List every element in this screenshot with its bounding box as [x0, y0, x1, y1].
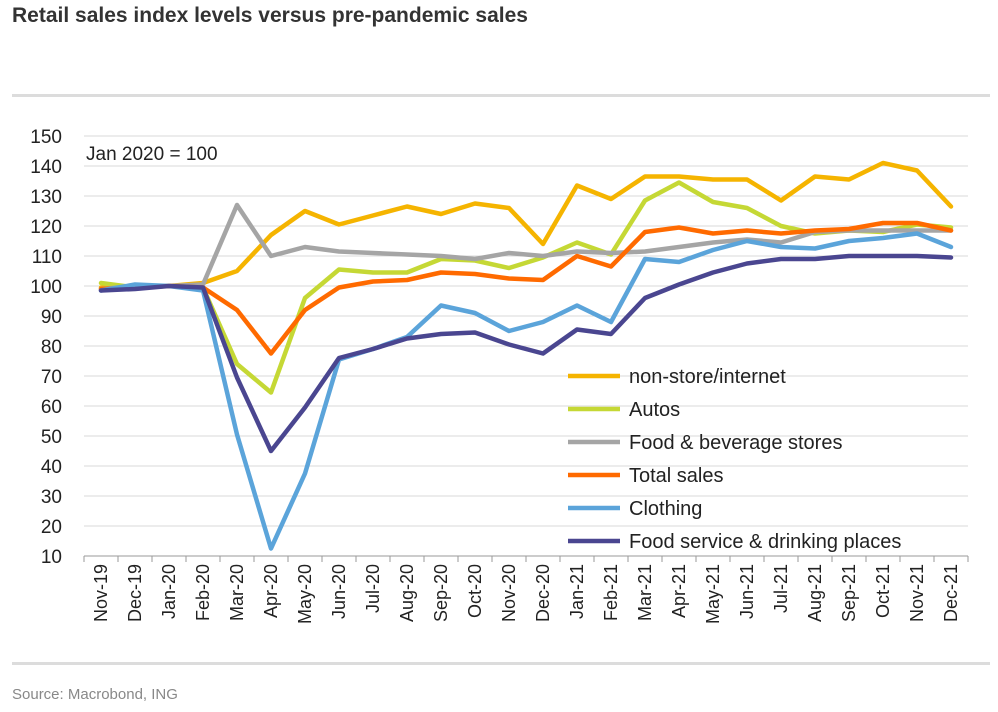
x-tick-label-nov-20: Nov-20 — [499, 564, 519, 622]
series-line-food-beverage-stores — [98, 202, 954, 292]
x-tick-label-jul-21: Jul-21 — [771, 564, 791, 613]
series-lines — [98, 160, 954, 551]
x-tick-label-sep-20: Sep-20 — [431, 564, 451, 622]
y-tick-label-20: 20 — [41, 517, 62, 538]
top-divider — [12, 94, 990, 97]
source-note: Source: Macrobond, ING — [12, 686, 178, 703]
y-tick-label-50: 50 — [41, 427, 62, 448]
x-tick-label-apr-20: Apr-20 — [261, 564, 281, 618]
x-tick-label-oct-20: Oct-20 — [465, 564, 485, 618]
y-tick-label-140: 140 — [30, 157, 62, 178]
legend-label-autos: Autos — [629, 399, 680, 421]
grid-lines — [84, 135, 968, 527]
x-axis-labels: Nov-19 Dec-19 Jan-20 Feb-20 Mar-20 Apr-20 May-… — [91, 564, 961, 624]
legend-label-food-service-drinking-places: Food service & drinking places — [629, 531, 901, 553]
y-tick-label-150: 150 — [30, 127, 62, 148]
legend-label-non-store-internet: non-store/internet — [629, 366, 786, 388]
y-tick-label-80: 80 — [41, 337, 62, 358]
y-tick-label-40: 40 — [41, 457, 62, 478]
y-tick-label-100: 100 — [30, 277, 62, 298]
chart-title: Retail sales index levels versus pre-pan… — [12, 4, 528, 27]
y-tick-label-110: 110 — [32, 247, 62, 268]
x-tick-label-mar-21: Mar-21 — [635, 564, 655, 621]
x-ticks — [83, 556, 969, 562]
y-tick-label-10: 10 — [41, 547, 62, 568]
x-tick-label-aug-20: Aug-20 — [397, 564, 417, 622]
x-tick-label-sep-21: Sep-21 — [839, 564, 859, 622]
y-tick-label-130: 130 — [30, 187, 62, 208]
x-tick-label-nov-21: Nov-21 — [907, 564, 927, 622]
x-tick-label-apr-21: Apr-21 — [669, 564, 689, 618]
x-tick-label-may-20: May-20 — [295, 564, 315, 624]
x-tick-label-feb-20: Feb-20 — [193, 564, 213, 621]
x-tick-label-mar-20: Mar-20 — [227, 564, 247, 621]
y-tick-label-60: 60 — [41, 397, 62, 418]
x-tick-label-feb-21: Feb-21 — [601, 564, 621, 621]
y-axis-labels: 10 20 30 40 50 60 70 80 90 100 110 120 130 140 150 — [30, 127, 62, 568]
base-annotation: Jan 2020 = 100 — [86, 144, 218, 165]
series-line-food-service-drinking-places — [98, 253, 954, 454]
x-tick-label-jun-20: Jun-20 — [329, 564, 349, 619]
legend-label-total-sales: Total sales — [629, 465, 724, 487]
x-tick-label-jul-20: Jul-20 — [363, 564, 383, 613]
x-tick-label-dec-21: Dec-21 — [941, 564, 961, 622]
y-tick-label-30: 30 — [41, 487, 62, 508]
y-tick-label-120: 120 — [30, 217, 62, 238]
x-tick-label-jun-21: Jun-21 — [737, 564, 757, 619]
y-tick-label-90: 90 — [41, 307, 62, 328]
x-tick-label-jan-20: Jan-20 — [159, 564, 179, 619]
x-tick-label-jan-21: Jan-21 — [567, 564, 587, 619]
x-tick-label-nov-19: Nov-19 — [91, 564, 111, 622]
series-line-non-store-internet — [98, 160, 954, 290]
x-tick-label-may-21: May-21 — [703, 564, 723, 624]
x-tick-label-dec-19: Dec-19 — [125, 564, 145, 622]
series-line-clothing — [98, 231, 954, 551]
x-tick-label-oct-21: Oct-21 — [873, 564, 893, 618]
bottom-divider — [12, 662, 990, 665]
legend: non-store/internet Autos Food & beverage s… — [568, 366, 901, 553]
legend-label-clothing: Clothing — [629, 498, 702, 520]
x-tick-label-dec-20: Dec-20 — [533, 564, 553, 622]
legend-label-food-beverage-stores: Food & beverage stores — [629, 432, 842, 454]
series-line-total-sales — [98, 220, 954, 356]
x-tick-label-aug-21: Aug-21 — [805, 564, 825, 622]
y-tick-label-70: 70 — [41, 367, 62, 388]
